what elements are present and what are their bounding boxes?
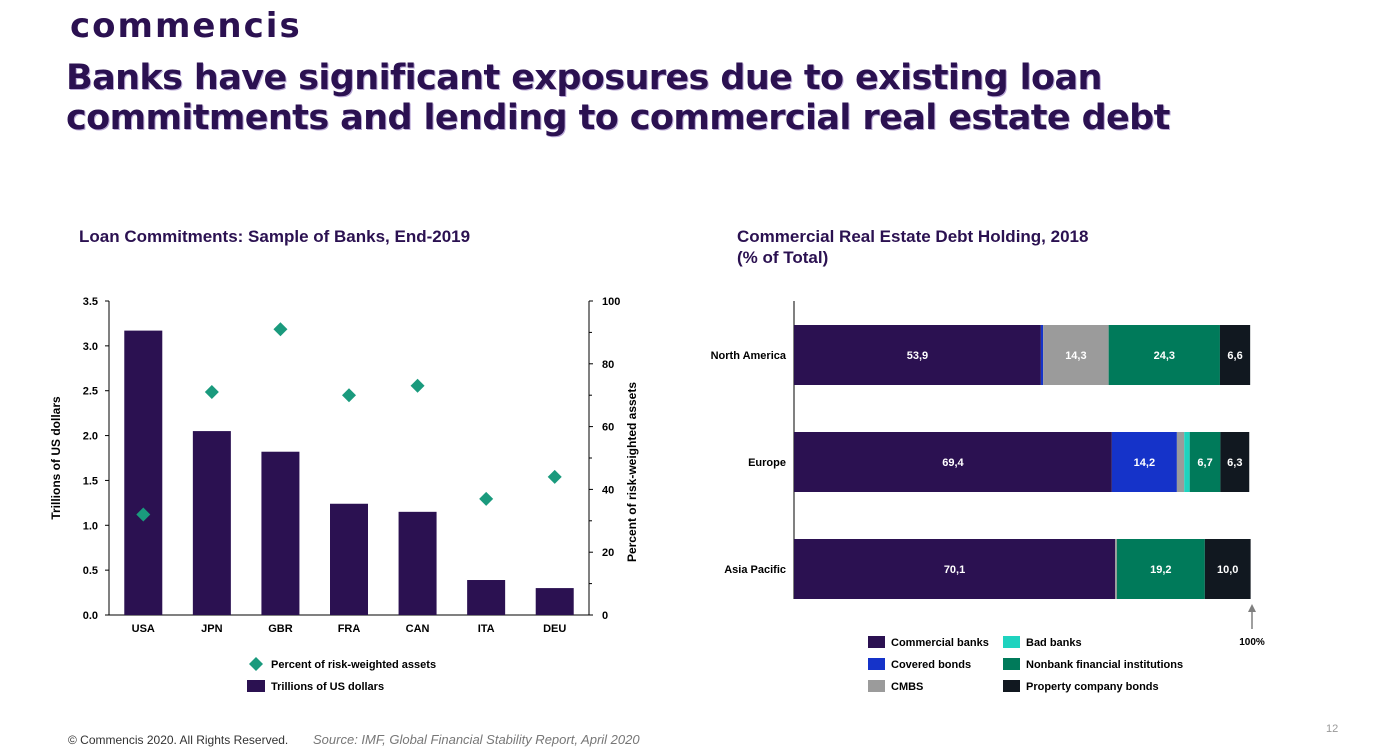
legend-swatch <box>1003 636 1020 648</box>
bar-gbr <box>261 451 300 615</box>
segment-asia-pacific <box>1115 539 1117 599</box>
legend-label: Commercial banks <box>891 637 989 649</box>
y2-tick-label: 0 <box>602 610 608 622</box>
bar-jpn <box>192 431 231 615</box>
data-label: 70,1 <box>944 564 965 576</box>
bar-ita <box>467 580 506 615</box>
legend-label: Covered bonds <box>891 659 971 671</box>
data-label: 10,0 <box>1217 564 1238 576</box>
category-label: North America <box>711 350 787 362</box>
y-tick-label: 2.0 <box>83 431 98 443</box>
segment-asia-pacific <box>1204 539 1251 599</box>
y-tick-label: 0.0 <box>83 610 98 622</box>
data-label: 6,6 <box>1227 350 1242 362</box>
y-tick-label: 0.5 <box>83 565 98 577</box>
legend-label: Bad banks <box>1026 637 1082 649</box>
brand-logo: commencis <box>70 6 302 46</box>
arrow-head <box>1248 604 1256 612</box>
diamond-gbr <box>273 322 288 337</box>
footer-copyright: © Commencis 2020. All Rights Reserved. <box>68 733 289 747</box>
legend-swatch <box>868 636 885 648</box>
diamond-fra <box>342 388 356 403</box>
segment-europe <box>1184 432 1190 492</box>
segment-north-america <box>1219 325 1251 385</box>
legend-label: Nonbank financial institutions <box>1026 659 1183 671</box>
y-tick-label: 1.0 <box>83 520 98 532</box>
cre-debt-subtitle: (% of Total) <box>737 248 829 267</box>
y2-tick-label: 40 <box>602 484 614 496</box>
category-label: Asia Pacific <box>724 564 786 576</box>
segment-europe <box>1111 432 1177 492</box>
data-label: 69,4 <box>942 457 964 469</box>
bar-deu <box>535 588 574 615</box>
legend-label: CMBS <box>891 681 923 693</box>
x-tick-label: CAN <box>406 623 430 635</box>
y2-tick-label: 20 <box>602 547 614 559</box>
legend-diamond-swatch <box>249 657 263 671</box>
data-label: 6,7 <box>1197 457 1212 469</box>
x-tick-label: ITA <box>478 623 495 635</box>
page-title: Banks have significant exposures due to … <box>66 58 1170 138</box>
legend-swatch <box>1003 658 1020 670</box>
data-label: 24,3 <box>1154 350 1175 362</box>
diamond-usa <box>136 507 151 522</box>
bar-fra <box>330 503 368 615</box>
segment-europe <box>794 432 1112 492</box>
y-tick-label: 1.5 <box>83 475 98 487</box>
loan-commitments-title: Loan Commitments: Sample of Banks, End-2… <box>79 227 471 246</box>
bar-can <box>398 511 437 615</box>
segment-north-america <box>1043 325 1109 385</box>
legend-bar-swatch <box>247 680 265 692</box>
legend-swatch <box>868 680 885 692</box>
diamond-ita <box>479 491 494 506</box>
diamond-can <box>410 378 425 393</box>
category-label: Europe <box>748 457 786 469</box>
y2-tick-label: 80 <box>602 359 614 371</box>
segment-europe <box>1189 432 1221 492</box>
data-label: 19,2 <box>1150 564 1171 576</box>
data-label: 14,3 <box>1065 350 1086 362</box>
legend-label: Property company bonds <box>1026 681 1159 693</box>
legend-swatch <box>868 658 885 670</box>
x-tick-label: FRA <box>338 623 361 635</box>
segment-north-america <box>794 325 1041 385</box>
end-annotation: 100% <box>1239 637 1265 648</box>
data-label: 53,9 <box>907 350 928 362</box>
footer-source: Source: IMF, Global Financial Stability … <box>313 732 640 747</box>
bar-usa <box>124 330 163 615</box>
x-tick-label: USA <box>132 623 155 635</box>
segment-europe <box>1176 432 1185 492</box>
cre-debt-title: Commercial Real Estate Debt Holding, 201… <box>737 226 1088 268</box>
page-number: 12 <box>1326 723 1339 735</box>
cre-debt-title-main: Commercial Real Estate Debt Holding, 201… <box>737 227 1089 246</box>
y2-axis-title: Percent of risk-weighted assets <box>625 382 639 562</box>
y2-tick-label: 100 <box>602 296 620 308</box>
y2-tick-label: 60 <box>602 422 614 434</box>
x-tick-label: JPN <box>201 623 222 635</box>
segment-asia-pacific <box>794 539 1116 599</box>
segment-europe <box>1220 432 1250 492</box>
legend-label: Trillions of US dollars <box>271 681 384 693</box>
x-tick-label: GBR <box>268 623 293 635</box>
legend-label: Percent of risk-weighted assets <box>271 659 436 671</box>
diamond-jpn <box>204 385 219 400</box>
x-tick-label: DEU <box>543 623 566 635</box>
segment-north-america <box>1040 325 1044 385</box>
y-tick-label: 3.5 <box>83 296 98 308</box>
diamond-deu <box>547 469 562 484</box>
data-label: 14,2 <box>1134 457 1155 469</box>
segment-asia-pacific <box>1116 539 1205 599</box>
data-label: 6,3 <box>1227 457 1242 469</box>
legend-swatch <box>1003 680 1020 692</box>
y-tick-label: 3.0 <box>83 341 98 353</box>
segment-north-america <box>1108 325 1220 385</box>
y-axis-title: Trillions of US dollars <box>49 396 63 520</box>
y-tick-label: 2.5 <box>83 386 98 398</box>
